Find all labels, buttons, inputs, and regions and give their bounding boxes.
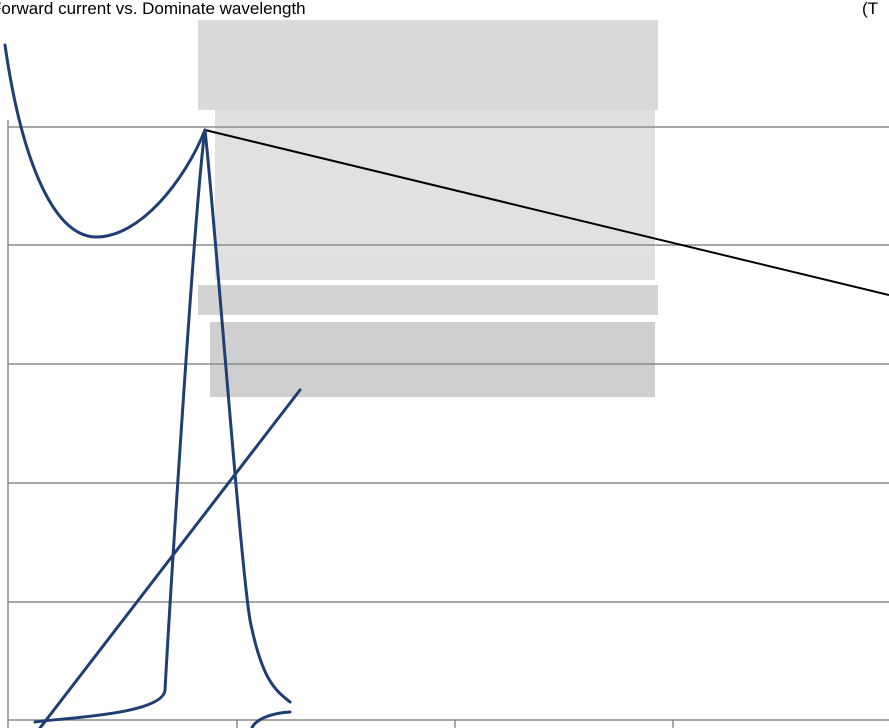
watermark-band <box>215 110 655 280</box>
ink-stroke <box>33 128 207 724</box>
watermark-band <box>198 285 658 315</box>
watermark <box>198 20 658 397</box>
annotation-line <box>204 129 889 296</box>
figure-title: Forward current vs. Dominate wavelength <box>0 0 306 18</box>
handwritten-annotations <box>3 43 302 728</box>
figure-condition: (T <box>862 0 878 18</box>
ink-stroke <box>38 388 302 728</box>
ink-stroke <box>250 710 292 728</box>
watermark-band <box>198 20 658 110</box>
grid <box>7 120 889 728</box>
ink-stroke <box>203 128 292 704</box>
watermark-logo <box>210 322 655 397</box>
ink-stroke <box>3 43 207 239</box>
